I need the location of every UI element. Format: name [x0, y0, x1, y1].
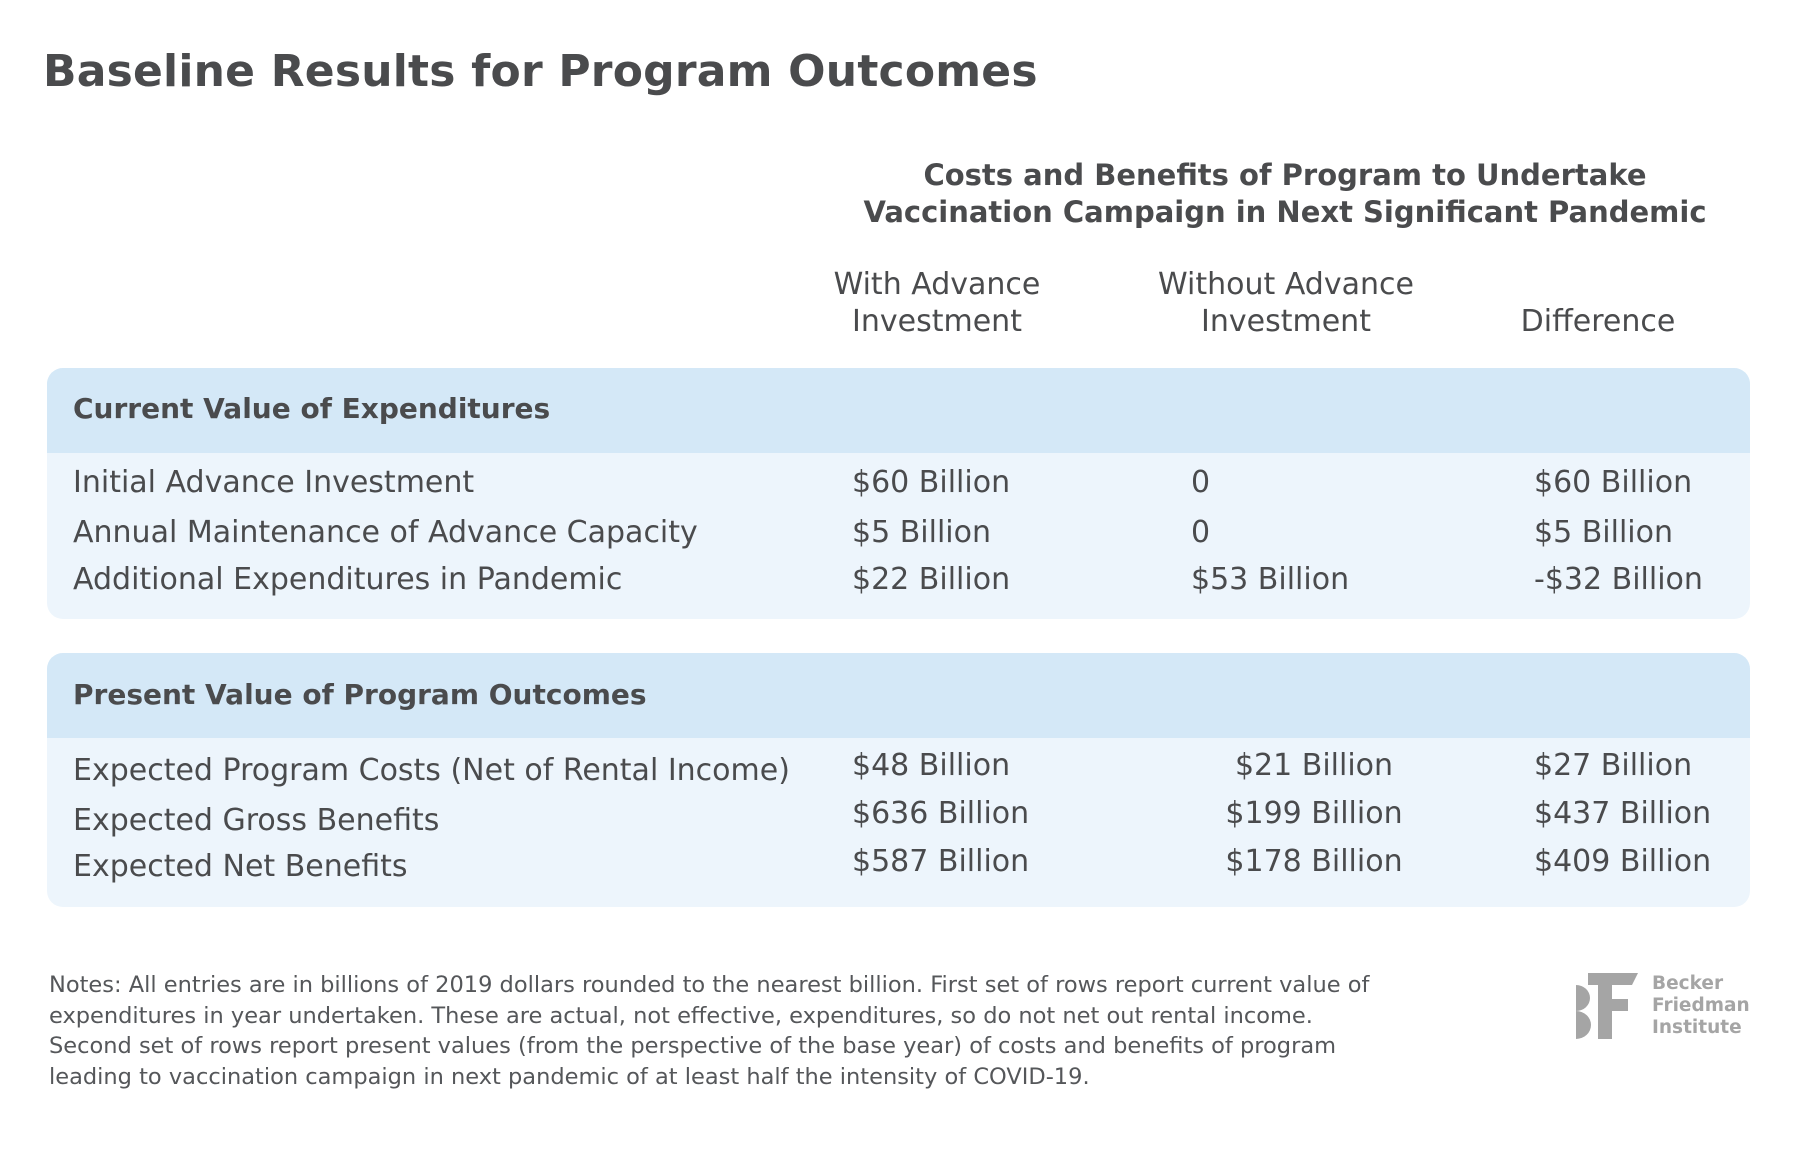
column-header-difference: Difference	[1418, 266, 1778, 340]
row-label: Expected Net Benefits	[73, 849, 408, 884]
table-super-header: Costs and Benefits of Program to Underta…	[835, 157, 1735, 231]
column-header-line: Without Advance	[1158, 267, 1414, 302]
super-header-line: Costs and Benefits of Program to Underta…	[923, 158, 1647, 192]
notes: Notes: All entries are in billions of 20…	[49, 972, 1370, 1090]
cell-without: $21 Billion	[1234, 748, 1394, 783]
cell-without: $53 Billion	[1191, 562, 1350, 597]
section-header: Present Value of Program Outcomes	[47, 653, 1750, 738]
section-title: Present Value of Program Outcomes	[73, 678, 647, 711]
cell-difference: $409 Billion	[1534, 844, 1712, 879]
bf-logo-mark-icon	[1576, 973, 1638, 1039]
cell-with: $5 Billion	[852, 515, 991, 550]
cell-with: $636 Billion	[852, 796, 1030, 831]
cell-without: 0	[1191, 515, 1211, 550]
column-header-line	[1418, 266, 1778, 303]
cell-difference: $5 Billion	[1534, 515, 1673, 550]
section-current-value: Current Value of Expenditures Initial Ad…	[47, 368, 1750, 619]
cell-without: $178 Billion	[1225, 844, 1403, 879]
column-header-line: Difference	[1520, 304, 1676, 339]
cell-with: $22 Billion	[852, 562, 1011, 597]
row-label: Annual Maintenance of Advance Capacity	[73, 515, 698, 550]
row-label: Expected Gross Benefits	[73, 803, 440, 838]
row-label: Additional Expenditures in Pandemic	[73, 562, 623, 597]
column-header-line: With Advance	[833, 267, 1041, 302]
logo-line: Friedman	[1652, 995, 1750, 1016]
column-header-line: Investment	[1201, 304, 1371, 339]
cell-with: $48 Billion	[852, 748, 1011, 783]
cell-with: $60 Billion	[852, 465, 1011, 500]
becker-friedman-logo: Becker Friedman Institute	[1572, 973, 1762, 1043]
cell-without: 0	[1191, 465, 1211, 500]
cell-difference: $60 Billion	[1534, 465, 1693, 500]
row-label: Expected Program Costs (Net of Rental In…	[73, 753, 790, 788]
column-header-line: Investment	[852, 304, 1022, 339]
logo-line: Becker	[1652, 973, 1724, 994]
column-header-without-advance: Without Advance Investment	[1106, 266, 1466, 340]
cell-difference: -$32 Billion	[1534, 562, 1703, 597]
column-header-with-advance: With Advance Investment	[757, 266, 1117, 340]
logo-text: Becker Friedman Institute	[1652, 973, 1750, 1039]
section-present-value: Present Value of Program Outcomes Expect…	[47, 653, 1750, 907]
cell-without: $199 Billion	[1225, 796, 1403, 831]
logo-line: Institute	[1652, 1017, 1742, 1038]
page-title: Baseline Results for Program Outcomes	[43, 46, 1038, 97]
cell-difference: $437 Billion	[1534, 796, 1712, 831]
row-label: Initial Advance Investment	[73, 465, 475, 500]
section-title: Current Value of Expenditures	[73, 392, 551, 425]
super-header-line: Vaccination Campaign in Next Significant…	[863, 195, 1707, 229]
cell-with: $587 Billion	[852, 844, 1030, 879]
cell-difference: $27 Billion	[1534, 748, 1693, 783]
section-header: Current Value of Expenditures	[47, 368, 1750, 453]
